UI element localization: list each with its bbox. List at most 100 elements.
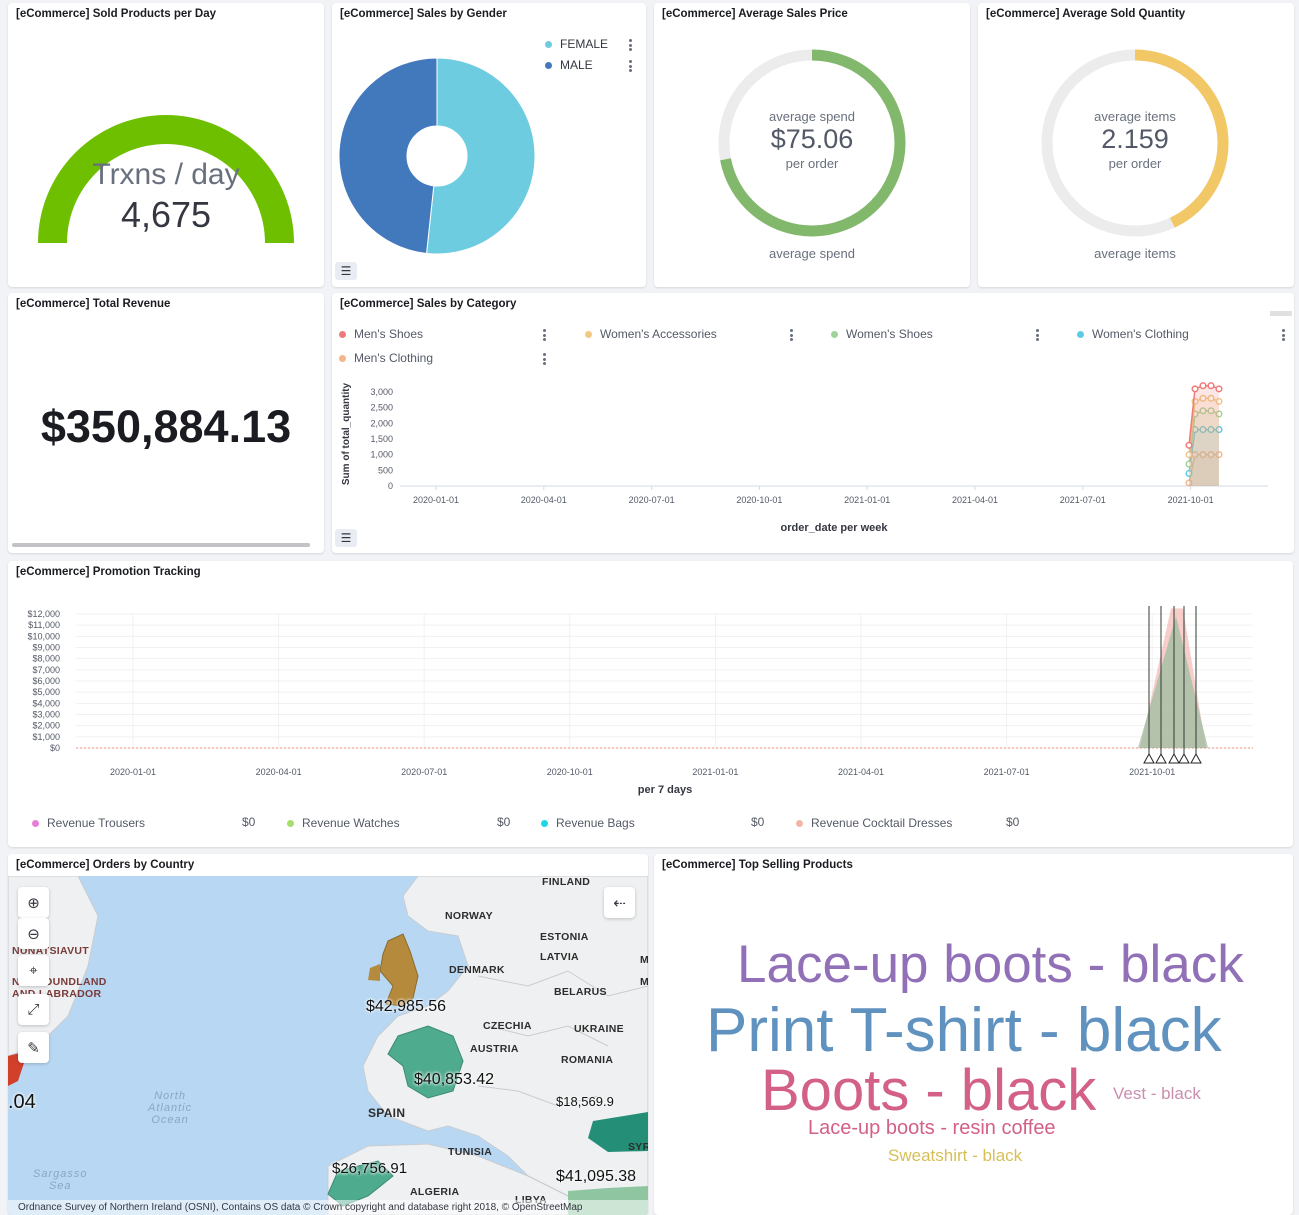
legend-item-revenue-trousers[interactable]: Revenue Trousers — [32, 816, 145, 830]
pie-slice-male — [338, 57, 438, 254]
legend-dot — [545, 62, 552, 70]
annotation-marker — [1168, 752, 1180, 764]
y-axis-label: Sum of total_quantity — [341, 382, 352, 485]
legend-item-revenue-cocktail-dresses[interactable]: Revenue Cocktail Dresses — [796, 816, 952, 830]
word-cloud-item[interactable]: Lace-up boots - resin coffee — [808, 1117, 1056, 1139]
peak-area-green — [1138, 616, 1208, 748]
word-cloud-item[interactable]: Vest - black — [1113, 1084, 1201, 1103]
annotation-marker — [1143, 752, 1155, 764]
legend-dot — [339, 331, 346, 339]
legend-dot — [541, 820, 548, 828]
x-tick-label: 2021-10-01 — [1168, 495, 1214, 505]
x-tick-label: 2020-01-01 — [413, 495, 459, 505]
legend-dot — [32, 820, 39, 828]
map-label: DENMARK — [449, 964, 505, 976]
map-label: ALGERIA — [410, 1186, 460, 1198]
legend-item-womens-clothing[interactable]: Women's Clothing — [1077, 327, 1189, 341]
series-area — [1189, 410, 1219, 486]
y-tick-label: $4,000 — [32, 698, 60, 708]
word-cloud-item[interactable]: Boots - black — [761, 1058, 1097, 1123]
panel-title: [eCommerce] Orders by Country — [16, 859, 195, 871]
y-tick-label: $9,000 — [32, 643, 60, 653]
map-label: CZECHIA — [483, 1020, 532, 1032]
legend-dot — [339, 355, 346, 363]
legend-toggle-icon[interactable]: ☰ — [335, 262, 357, 280]
scrollbar[interactable] — [12, 543, 310, 547]
scrollbar[interactable] — [1270, 311, 1292, 316]
legend-item-male[interactable]: MALE — [545, 58, 593, 72]
legend-options-icon[interactable] — [1036, 329, 1039, 343]
panel-title: [eCommerce] Sales by Gender — [340, 8, 507, 20]
map-label: NORWAY — [445, 910, 493, 922]
panel-average-sales-price: [eCommerce] Average Sales Price average … — [654, 3, 970, 287]
data-point — [1185, 451, 1193, 459]
x-tick-label: 2020-07-01 — [401, 767, 447, 777]
legend-toggle-icon[interactable]: ☰ — [335, 529, 357, 547]
legend-options-icon[interactable] — [629, 39, 632, 53]
legend-item-female[interactable]: FEMALE — [545, 37, 608, 51]
zoom-out-button[interactable]: ⊖ — [18, 918, 49, 949]
ring-value: 2.159 — [1101, 124, 1169, 154]
legend-options-icon[interactable] — [543, 329, 546, 343]
data-point — [1185, 479, 1193, 487]
annotation-marker — [1155, 752, 1167, 764]
pie-slice-female — [426, 57, 536, 255]
data-point — [1185, 441, 1193, 449]
series-area — [1189, 454, 1219, 486]
legend-item-womens-shoes[interactable]: Women's Shoes — [831, 327, 933, 341]
legend-options-icon[interactable] — [629, 60, 632, 74]
locate-button[interactable]: ⌖ — [18, 955, 49, 986]
data-point — [1215, 410, 1223, 418]
y-tick-label: $1,000 — [32, 732, 60, 742]
panel-orders-by-country: [eCommerce] Orders by Country FINLAND N — [8, 854, 648, 1215]
zoom-in-button[interactable]: ⊕ — [18, 887, 49, 918]
map-label: ESTONIA — [540, 931, 589, 943]
data-point — [1199, 407, 1207, 415]
panel-top-selling-products: [eCommerce] Top Selling Products Lace-up… — [654, 854, 1293, 1215]
map-country-france — [387, 1025, 464, 1099]
x-tick-label: 2021-07-01 — [1060, 495, 1106, 505]
data-point — [1185, 460, 1193, 468]
legend-options-icon[interactable] — [790, 329, 793, 343]
ring-bottom-label: average items — [1094, 246, 1176, 261]
map-value-uk: $42,985.56 — [366, 998, 447, 1015]
x-tick-label: 2021-04-01 — [952, 495, 998, 505]
fullscreen-button[interactable]: ⤢ — [18, 994, 49, 1025]
panel-title: [eCommerce] Sales by Category — [340, 298, 517, 310]
x-tick-label: 2021-04-01 — [838, 767, 884, 777]
legend-item-mens-clothing[interactable]: Men's Clothing — [339, 351, 433, 365]
layers-toggle-button[interactable]: ⇠ — [604, 887, 635, 918]
legend-dot — [545, 41, 552, 49]
panel-title: [eCommerce] Total Revenue — [16, 298, 171, 310]
legend-item-mens-shoes[interactable]: Men's Shoes — [339, 327, 423, 341]
legend-item-revenue-watches[interactable]: Revenue Watches — [287, 816, 400, 830]
legend-item-womens-accessories[interactable]: Women's Accessories — [585, 327, 717, 341]
legend-options-icon[interactable] — [1282, 329, 1285, 343]
annotation-marker — [1190, 752, 1202, 764]
panel-title: [eCommerce] Promotion Tracking — [16, 566, 201, 578]
map-attribution: Ordnance Survey of Northern Ireland (OSN… — [8, 1200, 648, 1215]
legend-value: $0 — [242, 815, 256, 829]
y-tick-label: $0 — [50, 743, 60, 753]
data-point — [1199, 382, 1207, 390]
tools-button[interactable]: ✎ — [18, 1032, 49, 1063]
legend-options-icon[interactable] — [543, 353, 546, 367]
map-label: AUSTRIA — [470, 1043, 519, 1055]
word-cloud-item[interactable]: Sweatshirt - black — [888, 1146, 1023, 1165]
panel-sales-by-gender: [eCommerce] Sales by Gender FEMALE MALE … — [332, 3, 646, 287]
word-cloud-item[interactable]: Print T-shirt - black — [706, 996, 1222, 1065]
data-point — [1207, 394, 1215, 402]
panel-total-revenue: [eCommerce] Total Revenue $350,884.13 — [8, 293, 324, 553]
y-tick-label: $3,000 — [32, 710, 60, 720]
map-label: BELARUS — [554, 986, 607, 998]
word-cloud-item[interactable]: Lace-up boots - black — [737, 935, 1244, 994]
map-canvas[interactable]: FINLAND NORWAY ESTONIA LATVIA DENMARK BE… — [8, 876, 648, 1215]
y-tick-label: $8,000 — [32, 654, 60, 664]
average-items-ring-fill — [1041, 49, 1229, 237]
x-tick-label: 2020-01-01 — [110, 767, 156, 777]
panel-title: [eCommerce] Average Sold Quantity — [986, 8, 1186, 20]
map-label: LATVIA — [540, 951, 579, 963]
x-tick-label: 2021-07-01 — [984, 767, 1030, 777]
legend-dot — [585, 331, 592, 339]
legend-item-revenue-bags[interactable]: Revenue Bags — [541, 816, 635, 830]
